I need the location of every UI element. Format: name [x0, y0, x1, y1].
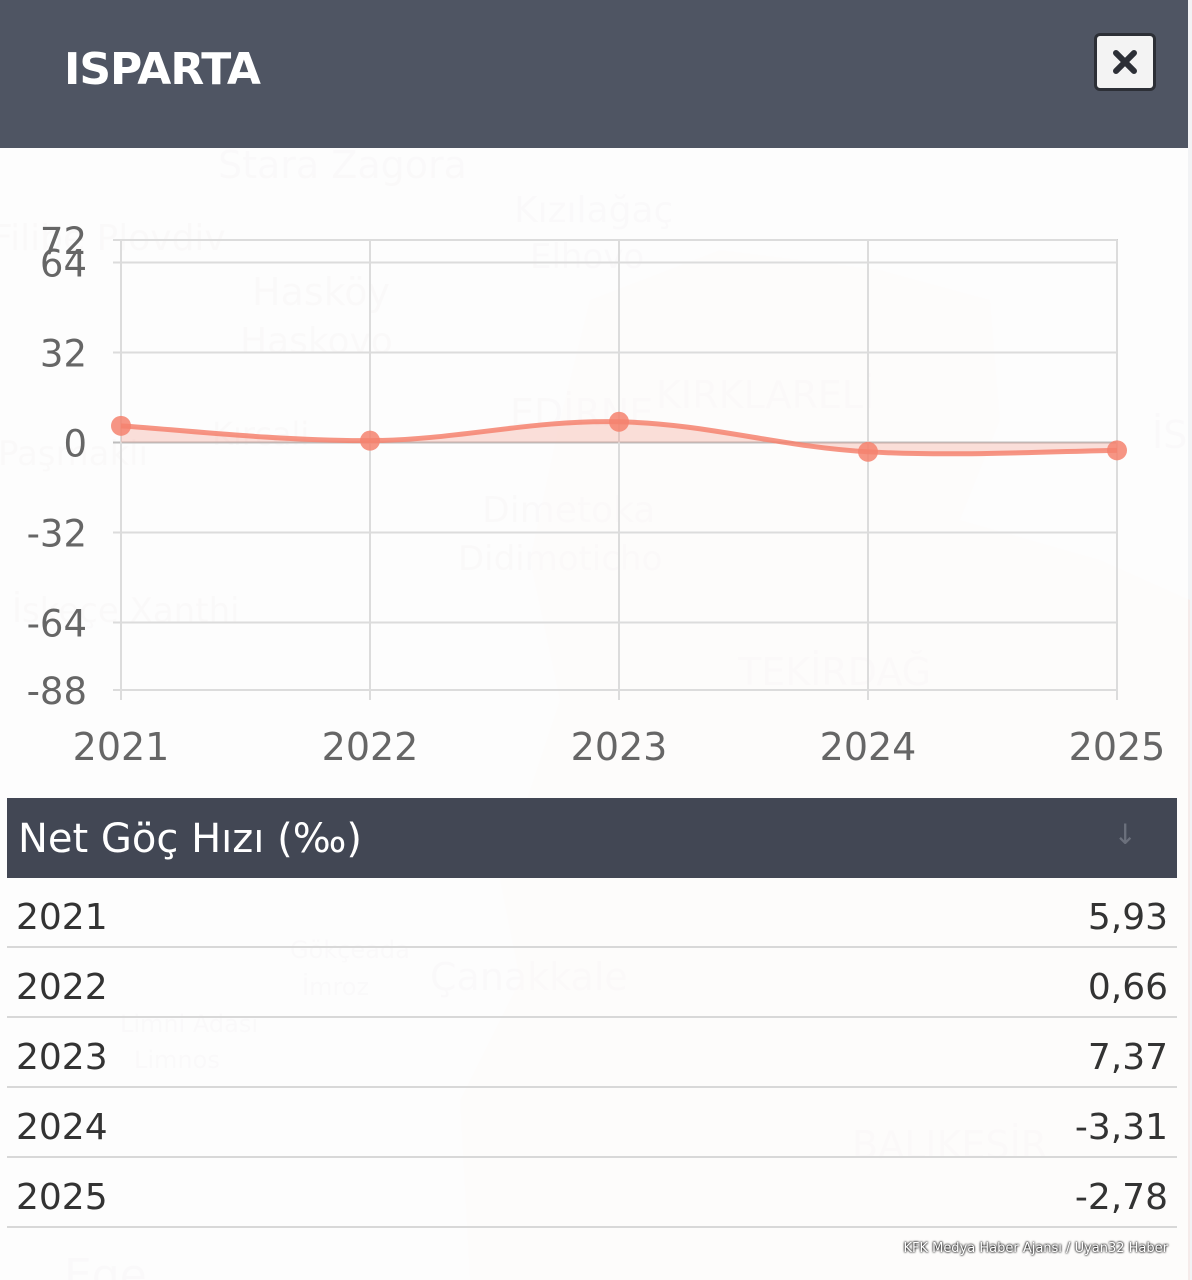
- watermark: KFK Medya Haber Ajansı / Uyan32 Haber: [903, 1241, 1168, 1256]
- x-tick-label: 2025: [1069, 725, 1166, 769]
- x-tick-label: 2022: [322, 725, 419, 769]
- row-value: -2,78: [1074, 1177, 1168, 1218]
- row-year: 2025: [16, 1177, 108, 1218]
- data-point-2022[interactable]: [360, 430, 380, 451]
- popup-header: ISPARTA: [0, 0, 1188, 148]
- row-year: 2022: [16, 967, 108, 1008]
- y-tick-label: -64: [27, 603, 87, 646]
- x-tick-label: 2023: [571, 725, 668, 769]
- data-point-2023[interactable]: [609, 411, 629, 432]
- row-value: 5,93: [1087, 897, 1168, 938]
- sort-icon[interactable]: ↓: [1113, 818, 1137, 851]
- popup-title: ISPARTA: [64, 44, 261, 95]
- data-point-2021[interactable]: [111, 415, 131, 436]
- row-year: 2024: [16, 1107, 108, 1148]
- y-tick-label: 72: [40, 220, 87, 263]
- net-migration-table: Net Göç Hızı (‰) ↓ 2021 5,93 2022 0,66 2…: [7, 798, 1177, 1228]
- row-year: 2021: [16, 897, 108, 938]
- popup-body: 72 64 32 0 -32 -64 -88 2021 2022 2023 2024 2025 Ne…: [0, 148, 1188, 1280]
- table-row: 2022 0,66: [7, 948, 1177, 1018]
- y-tick-label: 32: [40, 333, 87, 376]
- close-icon: [1113, 50, 1137, 74]
- close-button[interactable]: [1094, 33, 1156, 91]
- y-tick-label: 0: [63, 423, 87, 466]
- row-value: 7,37: [1087, 1037, 1168, 1078]
- row-value: 0,66: [1087, 967, 1168, 1008]
- x-tick-label: 2024: [820, 725, 917, 769]
- table-row: 2025 -2,78: [7, 1158, 1177, 1228]
- table-header-label: Net Göç Hızı (‰): [18, 816, 363, 862]
- table-row: 2024 -3,31: [7, 1088, 1177, 1158]
- data-point-2024[interactable]: [858, 441, 878, 462]
- data-point-2025[interactable]: [1107, 440, 1127, 461]
- x-tick-label: 2021: [73, 725, 170, 769]
- y-tick-label: -88: [27, 670, 87, 713]
- table-header[interactable]: Net Göç Hızı (‰) ↓: [7, 798, 1177, 878]
- row-year: 2023: [16, 1037, 108, 1078]
- row-value: -3,31: [1074, 1107, 1168, 1148]
- y-tick-label: 64: [40, 243, 87, 286]
- table-row: 2021 5,93: [7, 878, 1177, 948]
- y-tick-label: -32: [27, 513, 87, 556]
- table-row: 2023 7,37: [7, 1018, 1177, 1088]
